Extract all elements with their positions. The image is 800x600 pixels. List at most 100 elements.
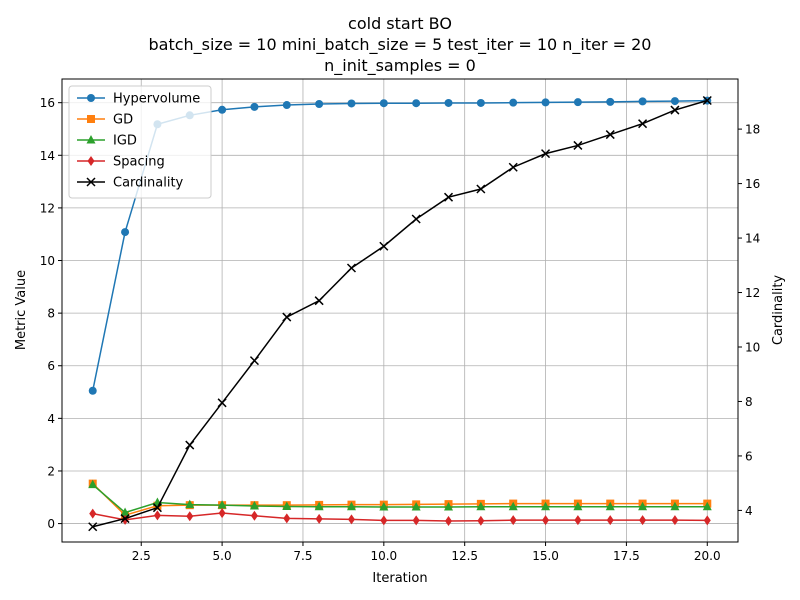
data-point-spacing [477, 515, 485, 526]
data-point-spacing [542, 515, 550, 526]
data-point-spacing [703, 515, 711, 526]
data-point-spacing [671, 515, 679, 526]
y-tick-label: 14 [40, 149, 55, 163]
data-point-hypervolume [509, 98, 518, 107]
data-point-igd [249, 500, 259, 510]
data-point-cardinality [217, 398, 227, 408]
data-point-hypervolume [282, 101, 291, 110]
data-point-cardinality [379, 241, 389, 251]
data-point-hypervolume [379, 99, 388, 108]
data-point-spacing [153, 510, 161, 521]
y-tick-label: 0 [47, 517, 55, 531]
data-point-spacing [574, 515, 582, 526]
data-point-cardinality [638, 119, 648, 129]
y-tick-label: 4 [47, 412, 55, 426]
data-point-spacing [218, 508, 226, 519]
chart-title: cold start BO batch_size = 10 mini_batch… [149, 14, 652, 76]
data-point-spacing [509, 515, 517, 526]
legend-marker [87, 156, 95, 166]
data-point-cardinality [411, 214, 421, 224]
legend-label: Spacing [113, 155, 165, 170]
data-point-cardinality [573, 140, 583, 150]
data-point-cardinality [476, 184, 486, 194]
y2-tick-label: 8 [745, 395, 753, 409]
data-point-cardinality [88, 522, 98, 532]
plot-series [88, 95, 712, 532]
data-point-cardinality [249, 356, 259, 366]
y-tick-label: 6 [47, 359, 55, 373]
x-axis-label: Iteration [372, 571, 427, 586]
y-tick-label: 16 [40, 96, 55, 110]
y2-tick-label: 6 [745, 449, 753, 463]
data-point-hypervolume [347, 99, 356, 108]
series-line-cardinality [92, 99, 708, 528]
data-point-hypervolume [476, 98, 485, 107]
data-point-hypervolume [250, 102, 259, 111]
series-line-spacing [92, 512, 708, 522]
data-point-spacing [186, 511, 194, 522]
series-line-igd [92, 484, 708, 514]
data-point-hypervolume [638, 97, 647, 106]
plot-frame [61, 78, 739, 543]
data-point-igd [185, 499, 195, 509]
legend-entry-spacing: Spacing [77, 155, 165, 170]
legend: Hypervolume GD IGD Spacing Cardinality [68, 85, 212, 199]
data-point-igd [282, 501, 292, 510]
data-point-cardinality [443, 192, 454, 202]
data-point-spacing [639, 515, 647, 526]
x-axis: 2.5 5.0 7.5 10.0 12.5 15.0 17.5 20.0 [132, 542, 721, 563]
legend-entry-hypervolume: Hypervolume [77, 92, 200, 107]
x-tick-label: 2.5 [132, 549, 151, 563]
data-point-hypervolume [218, 105, 227, 114]
data-point-cardinality [541, 149, 551, 159]
x-tick-label: 5.0 [213, 549, 232, 563]
data-point-cardinality [314, 296, 324, 306]
data-point-igd [702, 501, 712, 511]
data-point-igd [411, 502, 421, 511]
y-axis-left: 0 2 4 6 8 10 12 14 16 [40, 96, 62, 531]
data-point-spacing [347, 514, 355, 525]
y2-tick-label: 18 [745, 123, 760, 137]
data-point-spacing [89, 508, 97, 519]
data-point-igd [508, 501, 518, 511]
y-axis-label: Metric Value [14, 270, 29, 350]
y2-tick-label: 12 [745, 286, 760, 300]
data-point-igd [314, 501, 324, 511]
data-point-hypervolume [606, 97, 615, 106]
data-point-cardinality [605, 130, 615, 140]
legend-label: Cardinality [113, 176, 184, 191]
data-point-spacing [412, 515, 420, 526]
y-tick-label: 12 [40, 201, 55, 215]
y2-axis-label: Cardinality [771, 275, 786, 346]
data-point-igd [605, 501, 615, 511]
legend-marker [86, 177, 96, 187]
data-point-spacing [283, 513, 291, 524]
x-tick-label: 20.0 [694, 549, 721, 563]
chart-title-line-2: batch_size = 10 mini_batch_size = 5 test… [149, 35, 652, 55]
data-point-hypervolume [444, 98, 453, 107]
y-tick-label: 8 [47, 307, 55, 321]
data-point-cardinality [152, 503, 162, 513]
legend-label: GD [113, 113, 133, 128]
data-point-hypervolume [573, 98, 582, 107]
data-point-hypervolume [541, 98, 550, 107]
legend-entry-gd: GD [77, 113, 133, 128]
y2-tick-label: 4 [745, 504, 753, 518]
y2-tick-label: 14 [745, 232, 760, 246]
x-tick-label: 10.0 [370, 549, 397, 563]
data-point-spacing [606, 515, 614, 526]
data-point-cardinality [702, 95, 712, 106]
data-point-hypervolume [315, 99, 324, 108]
legend-marker [86, 135, 96, 144]
data-point-igd [88, 479, 98, 489]
data-point-cardinality [346, 263, 357, 273]
data-point-igd [346, 501, 356, 511]
legend-entry-igd: IGD [77, 134, 137, 149]
data-point-igd [541, 501, 551, 511]
data-point-spacing [315, 513, 323, 524]
data-point-hypervolume [88, 386, 97, 395]
data-point-cardinality [282, 312, 292, 322]
data-point-igd [476, 501, 486, 511]
series-cardinality [88, 95, 712, 532]
